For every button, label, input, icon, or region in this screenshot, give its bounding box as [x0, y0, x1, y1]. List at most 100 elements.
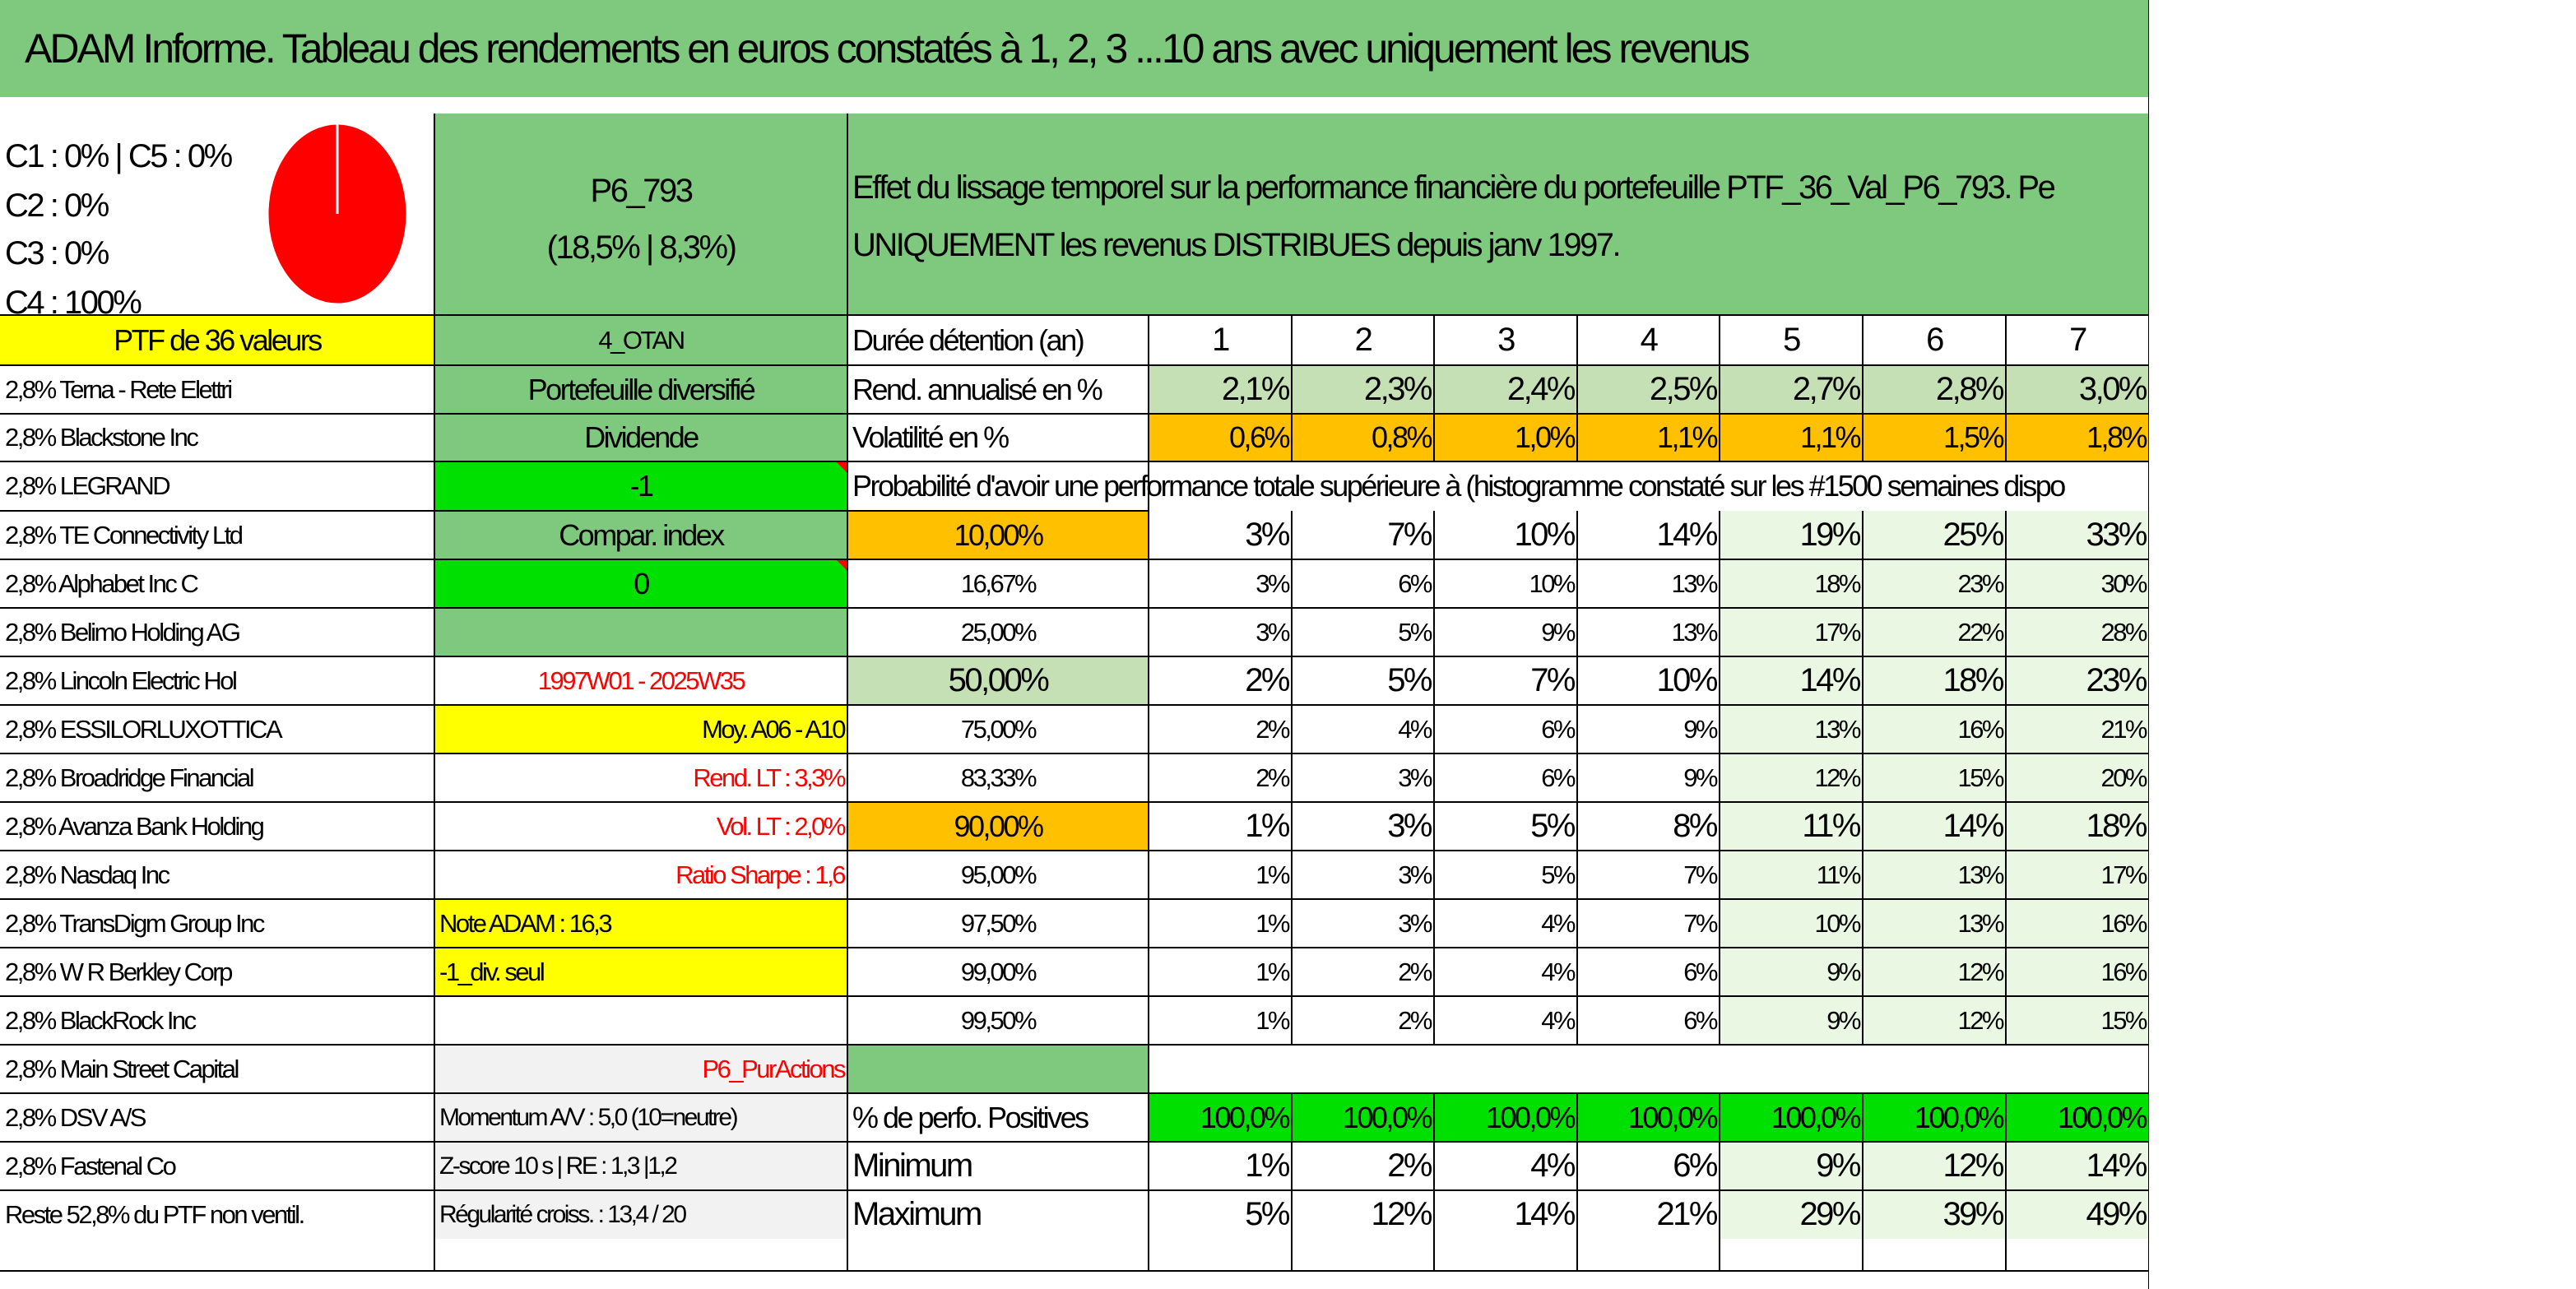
minimum-value: 9% [1720, 1142, 1863, 1190]
maximum-value: 49% [2006, 1190, 2149, 1239]
year-header: 2 [1354, 322, 1373, 358]
probability-value: 12% [1863, 996, 2006, 1045]
probability-value: 2% [1256, 714, 1290, 744]
grid-line [1433, 315, 1435, 461]
probability-value: 4% [1541, 908, 1576, 938]
minimum-value: 2% [1387, 1148, 1432, 1184]
probability-threshold: 95,00% [960, 860, 1037, 889]
portfolio-stats: (18,5% | 8,3%) [546, 230, 737, 266]
probability-value: 18% [2006, 802, 2149, 851]
grid-line [0, 607, 2149, 609]
adam-score: Note ADAM : 16,3 [434, 899, 847, 948]
holding-row: 2,8% Nasdaq Inc [5, 860, 170, 889]
volatility-value: 1,1% [1720, 414, 1863, 461]
probability-value: 1% [1256, 908, 1290, 938]
probability-value: 20% [2006, 753, 2149, 802]
probability-value: 15% [1863, 753, 2006, 802]
year-header: 6 [1926, 322, 1944, 358]
grid-line [0, 1092, 2149, 1094]
grid-line [1148, 315, 1149, 1271]
probability-value: 2% [1398, 957, 1432, 986]
probability-value: 3% [1245, 517, 1290, 553]
grid-line [2005, 1093, 2007, 1271]
probability-value: 2% [1245, 662, 1290, 698]
annual-return-value: 2,7% [1720, 365, 1863, 414]
allocation-line: C2 : 0% [5, 187, 109, 224]
holding-row: 2,8% Avanza Bank Holding [5, 811, 265, 841]
comment-marker[interactable] [836, 559, 847, 571]
grid-line [1433, 1093, 1435, 1271]
probability-value: 19% [1720, 511, 1863, 559]
probability-value: 28% [2006, 608, 2149, 656]
minimum-value: 12% [1863, 1142, 2006, 1190]
minimum-value: 6% [1673, 1148, 1718, 1184]
dividend-only-note: -1_div. seul [434, 948, 847, 996]
positive-value: 100,0% [1863, 1093, 2006, 1142]
probability-value: 6% [1683, 1005, 1718, 1035]
long-term-volatility: Vol. LT : 2,0% [716, 811, 847, 841]
holding-row: 2,8% Belimo Holding AG [5, 617, 241, 647]
grid-line [2148, 0, 2149, 1289]
grid-line [0, 656, 2149, 657]
probability-threshold: 10,00% [847, 511, 1149, 559]
portfolio-code: P6_793 [590, 173, 694, 209]
probability-value: 8% [1673, 808, 1718, 844]
growth-regularity: Régularité croiss. : 13,4 / 20 [434, 1190, 847, 1239]
grid-line [0, 1270, 2149, 1272]
grid-line [1291, 1093, 1293, 1271]
probability-value: 21% [2006, 705, 2149, 753]
probability-value: 13% [1671, 568, 1718, 598]
minimum-value: 14% [2006, 1142, 2149, 1190]
positive-value: 100,0% [1149, 1093, 1292, 1142]
grid-line [0, 510, 1149, 512]
probability-value: 15% [2006, 996, 2149, 1045]
probability-value: 5% [1398, 617, 1432, 647]
annual-return-value: 2,8% [1863, 365, 2006, 414]
probability-value: 1% [1256, 860, 1290, 889]
holding-row: Reste 52,8% du PTF non ventil. [5, 1199, 305, 1229]
average-period: Moy. A06 - A10 [434, 705, 847, 753]
grid-line [847, 114, 848, 1271]
grid-line [0, 461, 2149, 462]
probability-value: 14% [1656, 517, 1718, 553]
volatility-value: 1,5% [1863, 414, 2006, 461]
year-header: 7 [2069, 322, 2087, 358]
probability-value: 1% [1256, 1005, 1290, 1035]
comment-marker[interactable] [836, 461, 847, 473]
minimum-label: Minimum [852, 1148, 973, 1184]
minimum-value: 4% [1530, 1148, 1576, 1184]
volatility-value: 1,8% [2006, 414, 2149, 461]
grid-line [1719, 315, 1720, 461]
probability-value: 6% [1398, 568, 1432, 598]
positive-value: 100,0% [1577, 1093, 1720, 1142]
grid-line [1862, 1093, 1864, 1271]
probability-value: 23% [1863, 559, 2006, 608]
probability-value: 4% [1541, 1005, 1576, 1035]
probability-value: 18% [1720, 559, 1863, 608]
description-panel [847, 114, 2149, 315]
probability-value: 4% [1398, 714, 1432, 744]
probability-value: 3% [1398, 860, 1432, 889]
annual-return-value: 2,4% [1434, 365, 1577, 414]
minimum-value: 1% [1245, 1148, 1290, 1184]
probability-value: 5% [1530, 808, 1576, 844]
positive-value: 100,0% [1720, 1093, 1863, 1142]
grid-line [1433, 511, 1435, 1045]
probability-value: 25% [1863, 511, 2006, 559]
probability-value: 13% [1720, 705, 1863, 753]
period-range: 1997W01 - 2025W35 [537, 665, 746, 695]
volatility-value: 1,0% [1434, 414, 1577, 461]
grid-line [0, 704, 2149, 706]
probability-value: 11% [1720, 851, 1863, 899]
positive-value: 100,0% [1434, 1093, 1577, 1142]
holding-row: 2,8% Lincoln Electric Hol [5, 665, 238, 695]
maximum-value: 39% [1863, 1190, 2006, 1239]
probability-value: 13% [1671, 617, 1718, 647]
probability-value: 22% [1863, 608, 2006, 656]
probability-value: 6% [1541, 763, 1576, 792]
grid-line [1576, 511, 1578, 1045]
volatility-value: 0,6% [1149, 414, 1292, 461]
grid-line [0, 1044, 2149, 1046]
holding-row: 2,8% Fastenal Co [5, 1151, 177, 1180]
probability-value: 7% [1530, 662, 1576, 698]
